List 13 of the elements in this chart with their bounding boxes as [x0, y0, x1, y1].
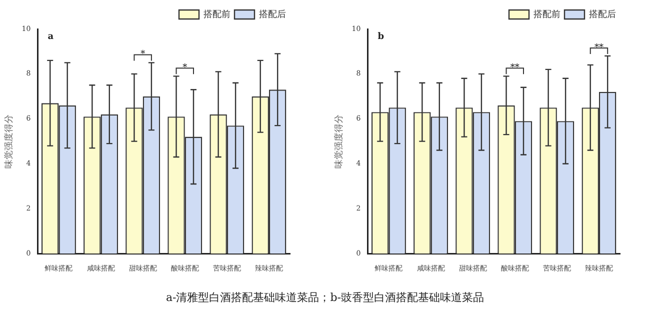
y-axis-title: 味觉强度得分	[4, 114, 15, 168]
text: a-清雅型白酒搭配基础味道菜品；b-豉香型白酒搭配基础味道菜品	[164, 290, 486, 305]
annotation: **	[594, 42, 604, 53]
y-axis-title: 味觉强度得分	[334, 114, 345, 168]
chart-title: a	[48, 32, 54, 42]
legend-label: 搭配后	[259, 8, 286, 20]
annotation: *	[140, 50, 146, 60]
chart-title: b	[378, 32, 384, 42]
legend-label: 搭配后	[589, 8, 616, 20]
legend-label: 搭配前	[204, 8, 230, 20]
legend-label: 搭配前	[534, 8, 560, 20]
annotation: **	[510, 63, 520, 74]
annotation: *	[182, 63, 188, 74]
